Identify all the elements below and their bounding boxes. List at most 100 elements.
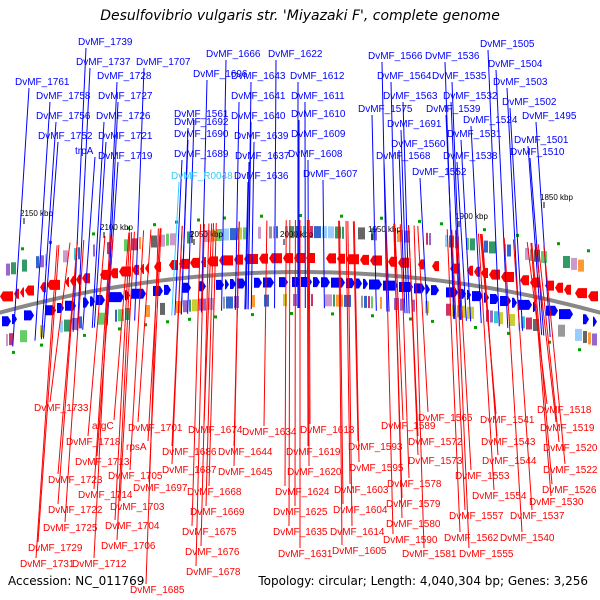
reverse-leader-line bbox=[113, 232, 130, 421]
forward-gene-label: DvMF_1643 bbox=[231, 71, 286, 82]
reverse-leader-line bbox=[446, 229, 461, 533]
reverse-gene-label: DvMF_1572 bbox=[408, 437, 463, 448]
forward-leader-line bbox=[180, 139, 189, 315]
reverse-leader-line bbox=[145, 228, 159, 585]
forward-gene-arrow bbox=[446, 287, 458, 298]
reverse-leader-line bbox=[481, 234, 499, 456]
forward-gene-label: DvMF_1568 bbox=[376, 151, 431, 162]
reverse-cog-block bbox=[191, 231, 193, 244]
forward-gene-label: DvMF_1609 bbox=[291, 129, 346, 140]
forward-leader-line bbox=[76, 67, 91, 331]
reverse-gene-label: DvMF_1706 bbox=[101, 541, 156, 552]
reverse-cog-block bbox=[93, 244, 95, 257]
forward-gene-label: DvMF_1758 bbox=[36, 91, 91, 102]
forward-gene-label: DvMF_1536 bbox=[425, 51, 480, 62]
forward-gene-arrow bbox=[254, 277, 262, 288]
genome-title: Desulfovibrio vulgaris str. 'Miyazaki F'… bbox=[100, 8, 500, 24]
forward-gene-label: DvMF_1690 bbox=[174, 129, 229, 140]
forward-gene-label: DvMF_1535 bbox=[432, 71, 487, 82]
forward-gene-arrow bbox=[279, 277, 288, 288]
forward-gene-arrow bbox=[559, 309, 573, 320]
reverse-cog-block bbox=[78, 247, 80, 260]
reverse-gene-label: DvMF_1631 bbox=[278, 549, 333, 560]
forward-cog-block bbox=[371, 296, 373, 309]
reverse-gene-arrow bbox=[520, 275, 529, 286]
forward-leader-line bbox=[383, 161, 390, 312]
forward-leader-line bbox=[200, 79, 208, 313]
reverse-cog-block bbox=[124, 239, 130, 252]
forward-gene-arrow bbox=[583, 314, 589, 325]
forward-gene-arrow bbox=[90, 296, 95, 307]
reverse-gene-label: DvMF_1589 bbox=[381, 421, 436, 432]
forward-gene-label: DvMF_1564 bbox=[377, 71, 432, 82]
forward-gene-arrow bbox=[313, 277, 320, 288]
reverse-leader-line bbox=[530, 242, 552, 497]
reverse-leader-line bbox=[339, 220, 344, 505]
reverse-gene-label: DvMF_1686 bbox=[162, 447, 217, 458]
reverse-gene-arrow bbox=[47, 279, 60, 290]
forward-gene-label: DvMF_1502 bbox=[502, 97, 557, 108]
reverse-gene-label: DvMF_1634 bbox=[242, 427, 297, 438]
reverse-leader-line bbox=[393, 223, 403, 519]
reverse-gene-arrow bbox=[501, 272, 514, 283]
forward-cog-block bbox=[361, 295, 363, 308]
reverse-gene-arrow bbox=[269, 253, 282, 264]
feature-marker bbox=[12, 350, 15, 354]
reverse-gene-label: DvMF_1713 bbox=[75, 457, 130, 468]
feature-marker bbox=[299, 214, 302, 217]
forward-leader-line bbox=[400, 129, 408, 314]
forward-cog-block bbox=[72, 317, 78, 330]
forward-gene-arrow bbox=[518, 299, 532, 310]
forward-leader-line bbox=[34, 101, 51, 341]
feature-marker bbox=[340, 214, 343, 218]
reverse-cog-block bbox=[203, 230, 210, 242]
reverse-gene-label: DvMF_1578 bbox=[387, 479, 442, 490]
reverse-gene-arrow bbox=[65, 277, 69, 288]
forward-cog-block bbox=[364, 295, 367, 308]
feature-marker bbox=[214, 315, 217, 319]
forward-leader-line bbox=[487, 49, 500, 327]
forward-leader-line bbox=[72, 47, 87, 332]
kbp-label: 2100 kbp bbox=[100, 223, 133, 232]
reverse-cog-block bbox=[295, 226, 299, 238]
genome-summary-label: Topology: circular; Length: 4,040,304 bp… bbox=[258, 574, 588, 588]
feature-marker bbox=[127, 226, 130, 230]
forward-leader-line bbox=[91, 121, 105, 328]
reverse-cog-block bbox=[40, 255, 44, 268]
reverse-gene-label: DvMF_1520 bbox=[543, 443, 598, 454]
reverse-leader-line bbox=[233, 221, 240, 467]
reverse-leader-line bbox=[408, 224, 419, 456]
reverse-gene-label: DvMF_1518 bbox=[537, 405, 592, 416]
kbp-label: 2000 kbp bbox=[280, 230, 313, 239]
forward-gene-label: DvMF_1495 bbox=[522, 111, 577, 122]
feature-marker bbox=[21, 247, 24, 251]
forward-leader-line bbox=[371, 114, 377, 311]
kbp-label: 2150 kbp bbox=[20, 209, 53, 218]
forward-gene-arrow bbox=[431, 285, 439, 296]
reverse-cog-block bbox=[45, 254, 47, 267]
feature-marker bbox=[474, 326, 477, 329]
forward-gene-arrow bbox=[490, 294, 499, 305]
reverse-leader-line bbox=[451, 229, 466, 511]
reverse-gene-label: DvMF_1723 bbox=[48, 475, 103, 486]
forward-cog-block bbox=[60, 320, 63, 333]
reverse-cog-block bbox=[131, 238, 138, 251]
forward-cog-block bbox=[9, 333, 13, 346]
reverse-gene-arrow bbox=[370, 255, 382, 266]
reverse-gene-label: DvMF_1725 bbox=[43, 523, 98, 534]
forward-gene-label: DvMF_1641 bbox=[231, 91, 286, 102]
reverse-gene-label: DvMF_1703 bbox=[110, 502, 165, 513]
forward-cog-block bbox=[251, 295, 255, 308]
forward-gene-arrow bbox=[216, 279, 224, 290]
reverse-leader-line bbox=[543, 245, 566, 465]
forward-gene-label: DvMF_1501 bbox=[514, 135, 569, 146]
reverse-leader-line bbox=[307, 219, 310, 467]
forward-cog-block bbox=[283, 294, 287, 307]
reverse-gene-label: DvMF_1678 bbox=[186, 567, 241, 578]
feature-marker bbox=[331, 312, 334, 316]
reverse-leader-line bbox=[417, 225, 429, 413]
forward-leader-line bbox=[82, 156, 96, 330]
forward-cog-block bbox=[325, 294, 332, 307]
forward-gene-label: trpA bbox=[75, 146, 94, 157]
reverse-leader-line bbox=[454, 230, 470, 549]
